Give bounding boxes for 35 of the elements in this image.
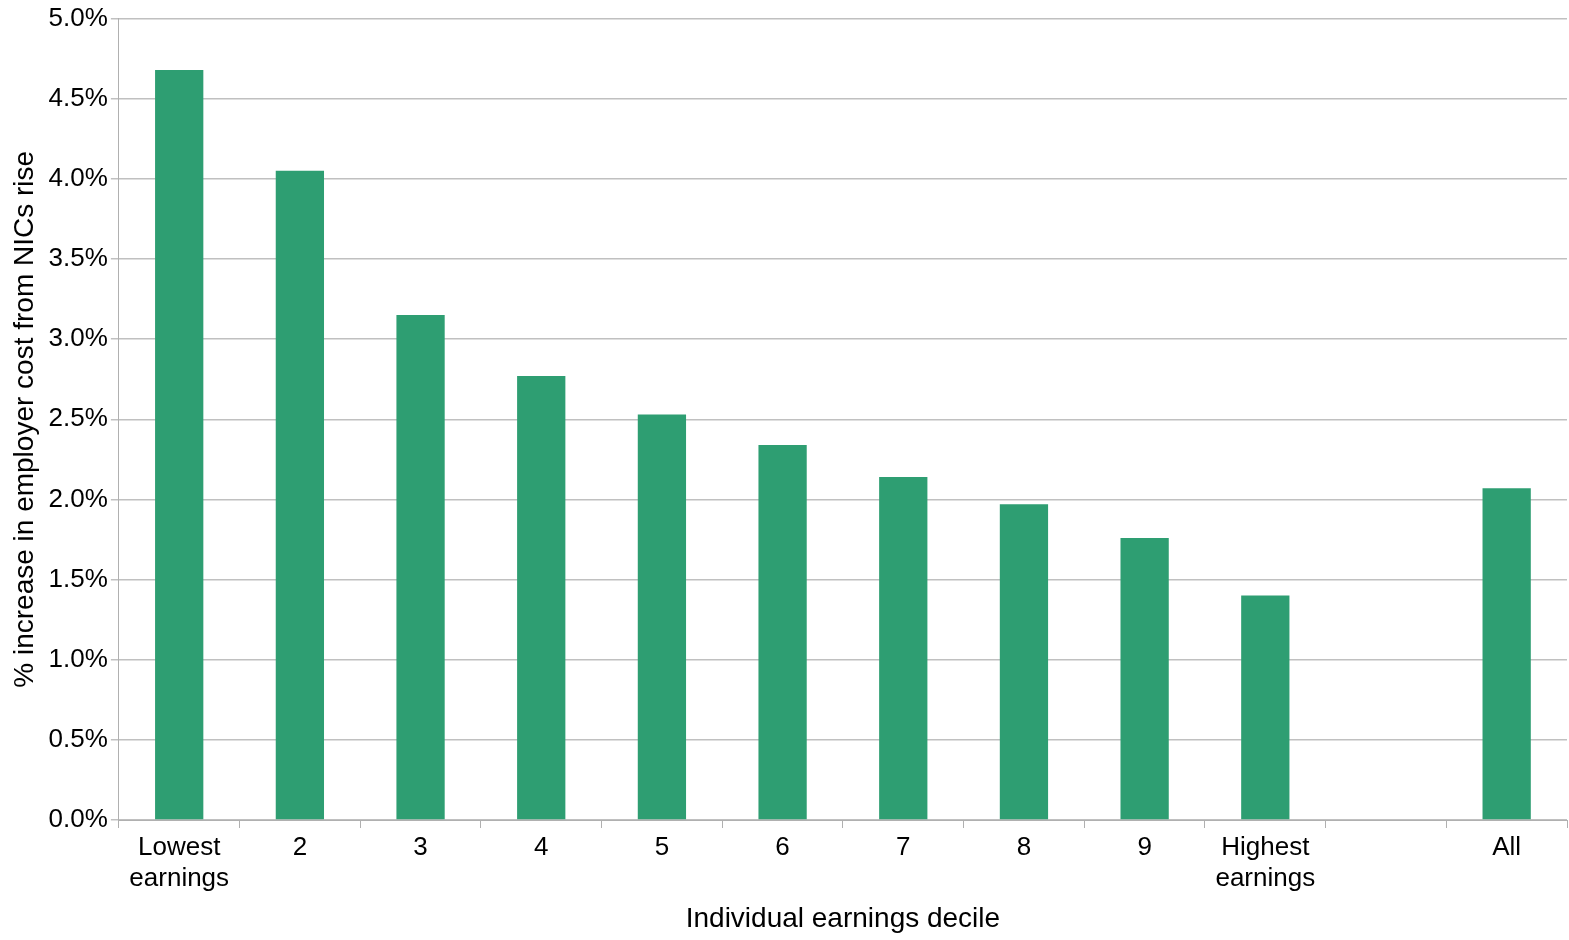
x-tick-label: 5 [654,830,670,861]
y-axis-title: % increase in employer cost from NICs rise [7,150,39,688]
x-tick-label: 6 [775,830,790,861]
bar [637,414,687,820]
bar [999,504,1049,820]
x-tick-label: Highest earnings [1215,830,1316,892]
y-tick-label: 3.0% [48,322,108,353]
y-tick-label: 1.0% [48,642,108,673]
bar [1241,595,1290,820]
y-tick-label: 5.0% [48,1,108,32]
x-tick-label: Lowest earnings [129,830,230,892]
x-tick-label: 2 [292,830,308,861]
y-tick-label: 4.0% [48,162,108,193]
y-tick-label: 0.0% [48,803,108,834]
y-tick-label: 1.5% [48,562,108,593]
x-tick-label: 4 [534,830,549,861]
bar [1482,488,1531,820]
y-tick-label: 2.0% [48,482,108,513]
y-tick-label: 2.5% [48,402,108,433]
x-tick-label: 8 [1016,830,1032,861]
bar [155,69,204,820]
bar [758,444,807,820]
x-axis-title: Individual earnings decile [685,901,1001,933]
x-tick-label: 7 [896,830,911,861]
x-tick-label: All [1492,830,1522,861]
x-tick-label: 9 [1137,830,1152,861]
bar [275,170,325,820]
x-tick-label: 3 [413,830,428,861]
bar [1120,537,1169,820]
bar [396,315,445,820]
bar [517,376,566,820]
y-tick-label: 4.5% [48,81,108,112]
y-tick-label: 3.5% [48,242,108,273]
bar [879,477,928,820]
y-tick-label: 0.5% [48,723,108,754]
